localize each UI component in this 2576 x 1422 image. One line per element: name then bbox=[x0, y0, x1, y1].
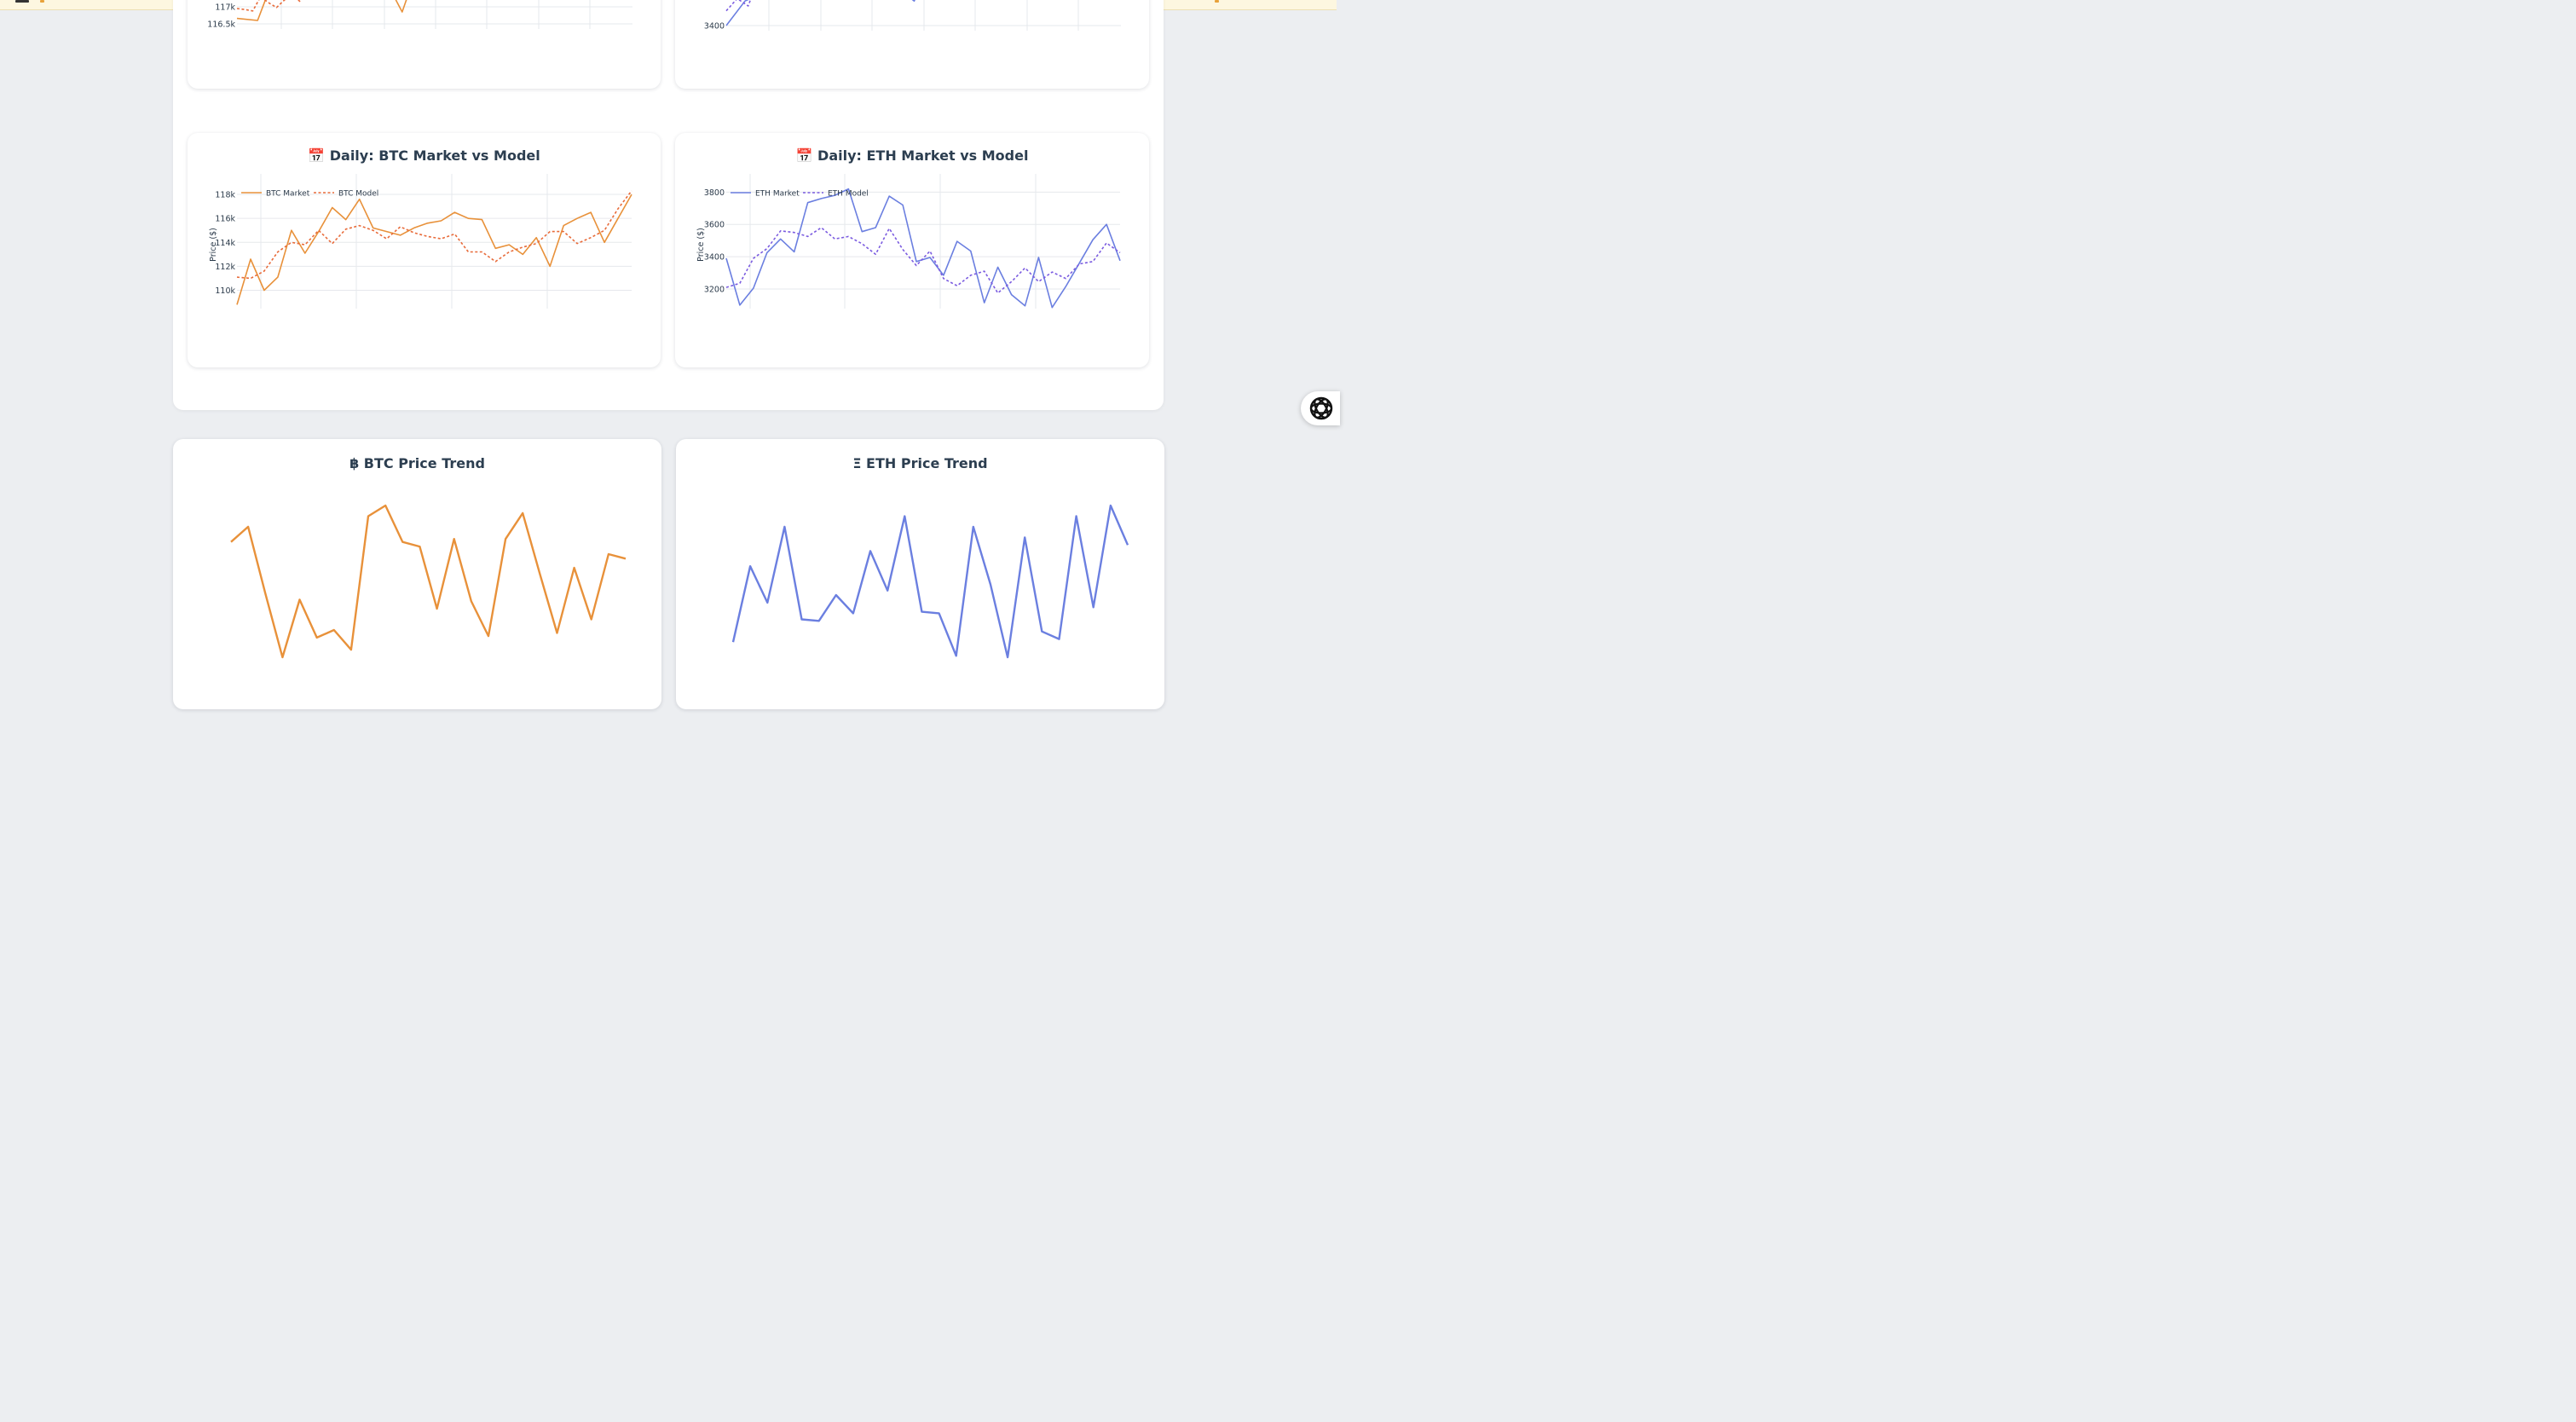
y-tick-label: 3600 bbox=[704, 221, 725, 230]
btc-hourly-card: 116.5k 117k bbox=[188, 0, 661, 89]
btc-daily-chart[interactable]: 110k 112k 114k 116k 118k Price ($) BTC Market B… bbox=[188, 133, 661, 367]
eth-trend-title: Ξ ETH Price Trend bbox=[852, 455, 988, 471]
y-tick-label: 116.5k bbox=[207, 20, 235, 30]
legend-label[interactable]: BTC Model bbox=[338, 189, 378, 198]
btc-trend-title: ฿ BTC Price Trend bbox=[349, 455, 485, 471]
btc-partial-chart[interactable]: 116.5k 117k bbox=[188, 0, 661, 89]
y-tick-label: 112k bbox=[215, 263, 235, 272]
legend-label[interactable]: BTC Market bbox=[266, 189, 310, 198]
y-tick-label: 3200 bbox=[704, 285, 725, 294]
eth-daily-card: 📅 Daily: ETH Market vs Model 3200 3400 360… bbox=[675, 133, 1149, 367]
y-tick-label: 118k bbox=[215, 191, 235, 200]
y-tick-label: 114k bbox=[215, 239, 235, 248]
eth-partial-chart[interactable]: 3400 bbox=[675, 0, 1149, 89]
eth-model-line[interactable] bbox=[725, 227, 1121, 294]
legend-label[interactable]: ETH Model bbox=[828, 189, 869, 198]
y-tick-label: 3400 bbox=[704, 253, 725, 263]
btc-trend-chart[interactable] bbox=[173, 439, 661, 709]
btc_trend-series-0-line[interactable] bbox=[230, 504, 627, 659]
eth-trend-card: Ξ ETH Price Trend bbox=[676, 439, 1164, 709]
eth-hourly-card: 3400 bbox=[675, 0, 1149, 89]
eth-market-line[interactable] bbox=[725, 188, 1121, 309]
bar-fragment bbox=[15, 0, 29, 3]
assistant-icon bbox=[1309, 396, 1333, 420]
y-axis-label: Price ($) bbox=[696, 228, 706, 262]
assistant-button[interactable] bbox=[1301, 391, 1340, 425]
btc-daily-card: 📅 Daily: BTC Market vs Model 110k 112k 114… bbox=[188, 133, 661, 367]
bar-fragment bbox=[40, 0, 44, 3]
btc_partial-series-1-line[interactable] bbox=[236, 0, 309, 12]
eth_trend-series-0-line[interactable] bbox=[731, 504, 1129, 659]
eth-daily-chart[interactable]: 3200 3400 3600 3800 Price ($) ETH Market ETH M… bbox=[675, 133, 1149, 367]
y-tick-label: 117k bbox=[215, 3, 235, 13]
y-tick-label: 116k bbox=[215, 215, 235, 224]
btc-market-line[interactable] bbox=[236, 194, 632, 305]
btc-daily-title: 📅 Daily: BTC Market vs Model bbox=[308, 147, 540, 164]
y-axis-label: Price ($) bbox=[209, 228, 218, 262]
eth-trend-chart[interactable] bbox=[676, 439, 1164, 709]
eth-daily-title: 📅 Daily: ETH Market vs Model bbox=[795, 147, 1029, 164]
y-tick-label: 110k bbox=[215, 286, 235, 296]
y-tick-label: 3800 bbox=[704, 188, 725, 198]
charts-panel: 116.5k 117k 3400 📅 Daily: BTC Market vs M… bbox=[173, 0, 1164, 410]
btc_partial-series-0-line[interactable] bbox=[236, 0, 423, 21]
legend-label[interactable]: ETH Market bbox=[755, 189, 800, 198]
btc-trend-card: ฿ BTC Price Trend bbox=[173, 439, 661, 709]
btc-model-line[interactable] bbox=[236, 190, 632, 280]
y-tick-label: 3400 bbox=[704, 22, 725, 32]
bar-fragment bbox=[1215, 0, 1219, 3]
